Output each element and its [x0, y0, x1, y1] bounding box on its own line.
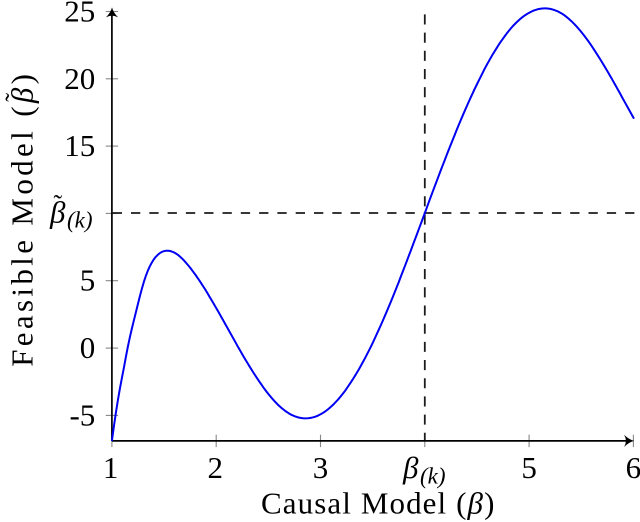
svg-text:˜: ˜: [1, 93, 30, 102]
svg-text:1: 1: [103, 450, 119, 485]
svg-text:15: 15: [64, 128, 95, 163]
svg-text:6: 6: [626, 450, 640, 485]
svg-text:β: β: [49, 195, 66, 230]
svg-text:Causal Model (β): Causal Model (β): [261, 486, 496, 521]
svg-text:2: 2: [207, 450, 223, 485]
svg-text:20: 20: [64, 61, 95, 96]
svg-text:˜: ˜: [54, 190, 63, 219]
svg-text:-5: -5: [69, 397, 95, 432]
svg-text:(k): (k): [420, 464, 446, 489]
svg-text:3: 3: [313, 450, 329, 485]
svg-text:5: 5: [521, 450, 537, 485]
svg-text:25: 25: [64, 0, 95, 29]
svg-text:Feasible Model (β): Feasible Model (β): [5, 71, 40, 367]
svg-text:β: β: [402, 450, 419, 485]
svg-text:0: 0: [80, 330, 96, 365]
svg-text:(k): (k): [67, 208, 93, 233]
svg-text:5: 5: [80, 263, 96, 298]
